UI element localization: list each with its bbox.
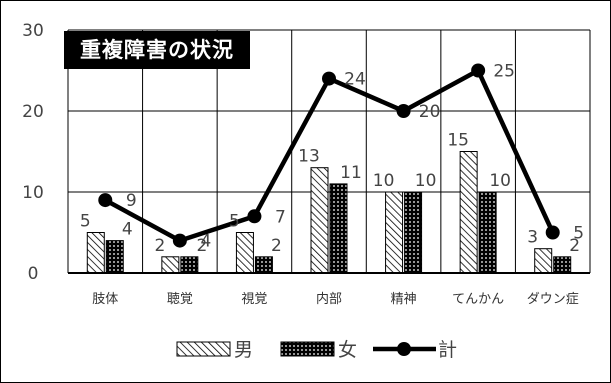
y-tick-label: 30 — [22, 21, 44, 41]
data-label-total: 24 — [344, 70, 366, 90]
point-total — [98, 193, 113, 208]
bars — [86, 151, 572, 274]
data-label-female: 10 — [489, 171, 511, 191]
point-total — [396, 104, 411, 118]
data-label-total: 25 — [493, 62, 515, 82]
bar-male — [235, 232, 254, 274]
bar-male — [385, 191, 404, 274]
y-tick-label: 10 — [22, 183, 44, 203]
point-total — [322, 71, 336, 86]
data-label-total: 9 — [126, 191, 137, 211]
bar-female — [553, 256, 572, 274]
data-label-female: 11 — [340, 163, 362, 183]
bar-female — [254, 256, 273, 274]
x-tick-label: ダウン症 — [527, 292, 579, 307]
data-label-total: 20 — [419, 102, 441, 122]
data-label-total: 7 — [275, 207, 286, 227]
axes: 0 10 20 30 肢体 聴覚 視覚 内部 精神 てんかん ダウン症 — [22, 21, 590, 307]
x-tick-label: 聴覚 — [167, 292, 193, 307]
point-total — [471, 63, 486, 78]
data-label-female: 2 — [569, 236, 580, 256]
point-total — [172, 233, 187, 248]
bar-female — [105, 240, 124, 274]
legend: 男女計 — [176, 339, 457, 361]
y-tick-label: 0 — [28, 264, 39, 284]
data-label-total: 4 — [200, 232, 211, 252]
data-label-male: 15 — [447, 131, 469, 151]
data-label-total: 5 — [573, 224, 584, 244]
legend-swatch-male — [176, 341, 231, 357]
data-label-male: 13 — [298, 147, 320, 167]
data-label-female: 4 — [122, 220, 133, 240]
total-line — [98, 63, 560, 248]
legend-label-total: 計 — [438, 339, 457, 361]
bar-female — [478, 191, 497, 274]
bar-male — [310, 167, 329, 274]
data-label-male: 10 — [373, 171, 395, 191]
x-tick-label: 内部 — [316, 291, 342, 307]
bar-male — [459, 151, 478, 274]
chart-title: 重複障害の状況 — [64, 31, 250, 69]
data-label-male: 2 — [154, 236, 165, 256]
y-tick-label: 20 — [22, 102, 44, 122]
data-label-male: 3 — [527, 228, 538, 248]
legend-swatch-female — [280, 341, 335, 357]
data-label-female: 2 — [271, 236, 282, 256]
bar-male — [161, 256, 180, 274]
data-label-male: 5 — [229, 212, 240, 232]
x-tick-label: 視覚 — [241, 292, 267, 307]
legend-label-male: 男 — [234, 339, 253, 361]
x-tick-label: 肢体 — [92, 291, 118, 307]
bar-female — [329, 183, 348, 274]
x-tick-label: 精神 — [391, 292, 417, 307]
x-tick-label: てんかん — [452, 292, 504, 307]
bar-male — [86, 232, 105, 274]
point-total — [545, 225, 560, 240]
data-label-female: 10 — [415, 171, 437, 191]
legend-marker-total — [397, 342, 411, 356]
data-label-male: 5 — [80, 212, 91, 232]
point-total — [247, 209, 262, 224]
data-label-female: 2 — [196, 236, 207, 256]
bar-female — [180, 256, 199, 274]
bar-female — [404, 191, 423, 274]
legend-label-female: 女 — [338, 339, 357, 361]
bar-male — [534, 248, 553, 274]
